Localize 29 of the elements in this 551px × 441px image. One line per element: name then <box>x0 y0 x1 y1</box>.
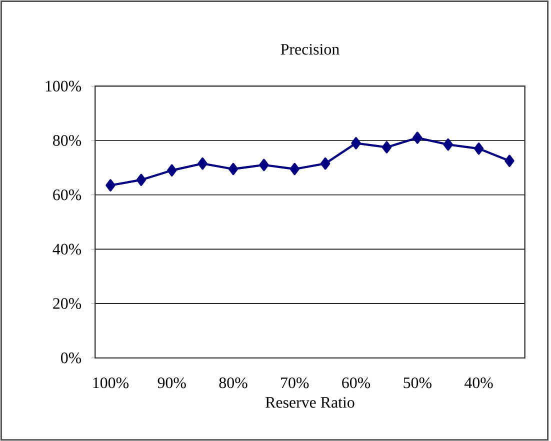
y-tick-label: 60% <box>53 189 82 200</box>
point <box>136 174 146 186</box>
y-tick-label: 20% <box>53 298 82 309</box>
x-tick-label: 90% <box>158 377 186 388</box>
point <box>198 157 208 170</box>
x-tick-label: 100% <box>93 377 129 388</box>
x-tick-label: 40% <box>464 377 493 388</box>
point <box>320 157 330 170</box>
x-tick-label: 70% <box>281 377 309 388</box>
point <box>474 142 484 155</box>
point <box>443 138 453 151</box>
point <box>382 141 392 154</box>
y-tick-label: 40% <box>52 244 82 255</box>
point <box>228 162 238 176</box>
point <box>106 179 116 192</box>
chart-title: Precision <box>280 44 340 55</box>
y-tick-label: 0% <box>61 352 82 364</box>
x-axis-title: Reserve Ratio <box>266 397 354 408</box>
point <box>290 162 300 176</box>
x-tick-label: 80% <box>219 377 248 388</box>
x-tick-label: 50% <box>404 377 432 388</box>
x-tick-label: 60% <box>342 377 370 388</box>
point <box>351 137 361 150</box>
y-tick-label: 100% <box>46 80 82 92</box>
point <box>167 164 177 176</box>
point <box>259 158 269 172</box>
y-tick-label: 80% <box>53 135 82 146</box>
point <box>412 132 422 144</box>
point <box>504 154 514 167</box>
